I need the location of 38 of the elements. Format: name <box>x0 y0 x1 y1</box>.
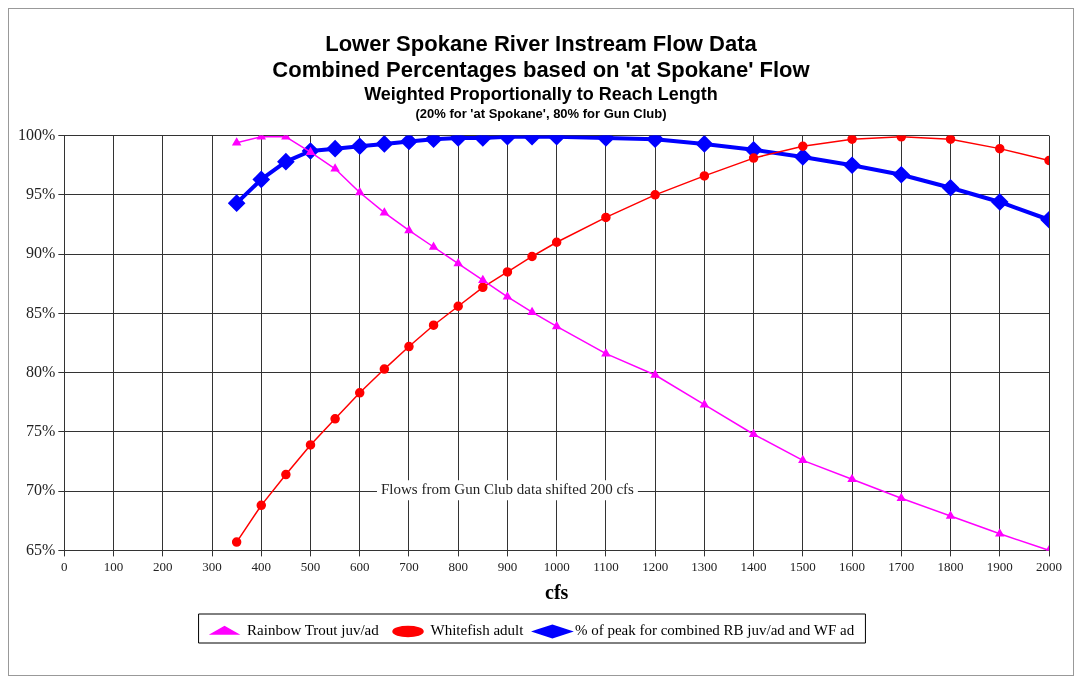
y-tick-label: 95% <box>26 185 56 203</box>
x-tick-label: 1600 <box>839 558 866 574</box>
legend-label: Whitefish adult <box>430 622 525 639</box>
legend-label: % of peak for combined RB juv/ad and WF ad <box>574 622 855 639</box>
annotation: Flows from Gun Club data shifted 200 cfs <box>380 481 635 498</box>
x-tick-label: 2000 <box>1036 558 1062 574</box>
y-tick-label: 90% <box>26 244 56 262</box>
y-tick-label: 100% <box>18 125 56 143</box>
y-tick-label: 85% <box>26 303 56 321</box>
x-tick-label: 400 <box>251 558 272 574</box>
x-tick-label: 1500 <box>789 558 816 574</box>
x-tick-label: 600 <box>349 558 370 574</box>
text: (20% for 'at Spokane', 80% for Gun Club) <box>414 105 668 123</box>
x-tick-label: 1900 <box>986 558 1013 574</box>
chart-title: Lower Spokane River Instream Flow Data <box>324 31 758 57</box>
x-tick-label: 1000 <box>543 558 570 574</box>
text: Weighted Proportionally to Reach Length <box>363 83 719 105</box>
x-tick-label: 1400 <box>740 558 767 574</box>
x-tick-label: 300 <box>202 558 222 574</box>
x-axis-title: cfs <box>545 581 569 604</box>
x-tick-label: 500 <box>300 558 321 574</box>
y-tick-label: 70% <box>26 481 56 499</box>
x-tick-label: 1700 <box>888 558 915 574</box>
y-tick-label: 65% <box>26 540 56 558</box>
x-tick-label: 1300 <box>691 558 718 574</box>
x-tick-label: 1800 <box>937 558 964 574</box>
y-tick-label: 80% <box>26 362 56 380</box>
x-tick-label: 1100 <box>593 558 619 574</box>
x-tick-label: 800 <box>448 558 468 574</box>
x-tick-label: 0 <box>61 558 68 574</box>
x-tick-label: 900 <box>497 558 518 574</box>
x-tick-label: 200 <box>153 558 173 574</box>
x-tick-label: 100 <box>103 558 124 574</box>
legend-label: Rainbow Trout juv/ad <box>247 622 380 639</box>
y-tick-label: 75% <box>26 422 56 440</box>
x-tick-label: 1200 <box>642 558 669 574</box>
chart-subtitle: Combined Percentages based on 'at Spokane' Flow <box>271 57 811 83</box>
x-tick-label: 700 <box>399 558 419 574</box>
